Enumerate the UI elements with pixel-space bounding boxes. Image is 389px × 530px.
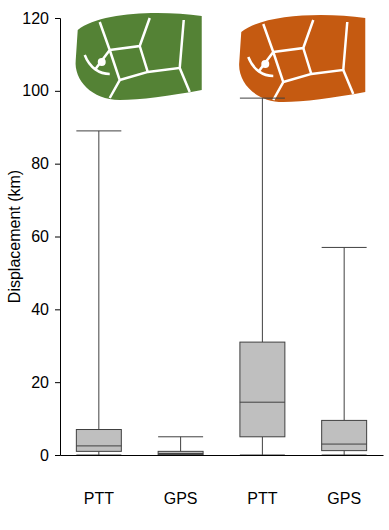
y-tick-label: 40: [31, 301, 49, 318]
x-tick-label: GPS: [164, 490, 198, 507]
chart: 0 20 40 60 80 100 120 PTT GPS PTT GPS Displacement …: [0, 0, 389, 530]
head-scale: [180, 68, 190, 92]
lower-whisker: [344, 451, 345, 455]
x-tick-label: PTT: [84, 490, 114, 507]
head-scale: [95, 22, 110, 70]
x-tick: PTT: [247, 455, 277, 507]
head-scale: [273, 20, 313, 52]
y-tick-mark: [55, 455, 60, 456]
median-line: [322, 444, 367, 445]
x-tick: GPS: [164, 455, 198, 507]
head-scale: [248, 57, 273, 76]
turtle-head-icon: [239, 15, 365, 102]
y-tick-mark: [55, 309, 60, 310]
y-tick-mark: [55, 18, 60, 19]
box-body: [240, 342, 285, 437]
head-shape: [239, 15, 365, 102]
y-tick-label: 80: [31, 155, 49, 172]
head-eye: [261, 60, 269, 68]
plot-area: [76, 98, 366, 455]
y-axis: 0 20 40 60 80 100 120: [22, 10, 60, 464]
x-axis: PTT GPS PTT GPS: [61, 455, 384, 507]
box-body: [322, 420, 367, 450]
max-cap: [158, 436, 203, 437]
y-tick-mark: [55, 164, 60, 165]
y-axis-line: [55, 19, 61, 456]
y-tick: 20: [31, 374, 60, 391]
head-eye: [98, 58, 106, 66]
x-tick-label: GPS: [327, 490, 361, 507]
upper-whisker: [262, 98, 263, 342]
upper-whisker: [180, 437, 181, 452]
head-scale: [343, 70, 353, 94]
y-tick-label: 100: [22, 82, 49, 99]
head-scale: [273, 52, 283, 100]
max-cap: [322, 247, 367, 248]
y-tick-mark: [55, 91, 60, 92]
head-scale: [110, 18, 150, 50]
y-tick-label: 0: [40, 447, 49, 464]
box: [76, 131, 121, 455]
upper-whisker: [98, 131, 99, 430]
y-tick-mark: [55, 382, 60, 383]
head-scale: [110, 50, 120, 98]
lower-whisker: [98, 451, 99, 455]
head-shape: [76, 13, 202, 100]
y-tick-label: 120: [22, 10, 49, 27]
y-tick: 80: [31, 155, 60, 172]
min-cap: [240, 455, 285, 456]
max-cap: [240, 98, 285, 99]
head-scale: [283, 48, 311, 82]
min-cap: [322, 455, 367, 456]
box: [158, 437, 203, 455]
x-tick-label: PTT: [247, 490, 277, 507]
y-tick-mark: [55, 237, 60, 238]
y-axis-title: Displacement (km): [6, 170, 23, 303]
box: [240, 98, 285, 455]
x-axis-line: [61, 455, 384, 456]
head-scale: [148, 20, 184, 72]
y-tick: 40: [31, 301, 60, 318]
y-tick-label: 20: [31, 374, 49, 391]
x-tick: GPS: [327, 455, 361, 507]
x-tick: PTT: [84, 455, 114, 507]
min-cap: [76, 455, 121, 456]
y-tick-label: 60: [31, 228, 49, 245]
lower-whisker: [262, 437, 263, 455]
y-tick: 120: [22, 10, 60, 27]
head-scale: [120, 46, 148, 80]
box: [322, 247, 367, 455]
upper-whisker: [344, 247, 345, 420]
median-line: [240, 402, 285, 403]
median-line: [76, 445, 121, 446]
y-tick: 100: [22, 82, 60, 99]
y-tick: 0: [40, 447, 60, 464]
turtle-head-icon: [76, 13, 202, 100]
box-body: [158, 451, 203, 454]
box-body: [76, 430, 121, 452]
head-scale: [311, 22, 347, 74]
head-scale: [85, 55, 110, 74]
y-tick: 60: [31, 228, 60, 245]
head-scale: [258, 24, 273, 72]
median-line: [158, 453, 203, 454]
max-cap: [76, 130, 121, 131]
